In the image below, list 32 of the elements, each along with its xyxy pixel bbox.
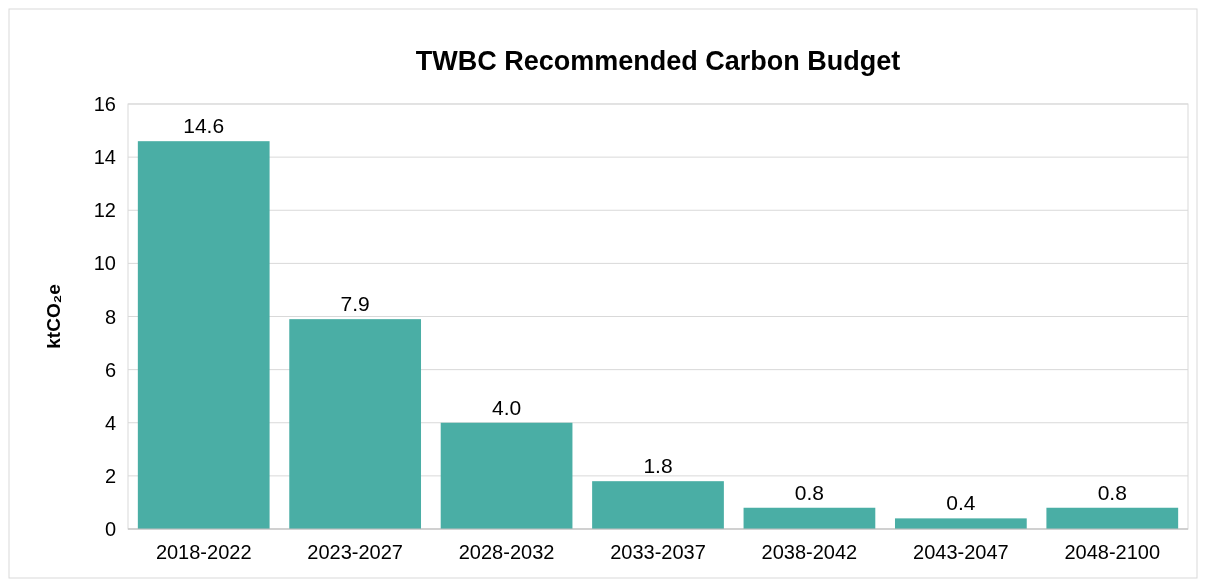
bar (894, 518, 1027, 529)
bar (289, 319, 422, 529)
y-tick-label: 12 (93, 199, 116, 222)
bar (592, 481, 724, 529)
data-label: 0.8 (794, 480, 825, 504)
y-tick-label: 16 (93, 93, 116, 115)
data-label: 1.8 (643, 454, 673, 478)
x-tick-label: 2033-2037 (610, 541, 706, 563)
bar (440, 422, 573, 529)
y-tick-label: 0 (104, 518, 116, 540)
y-tick-label: 4 (104, 411, 116, 434)
y-tick-label: 8 (104, 305, 116, 328)
x-tick-label: 2048-2100 (1064, 541, 1161, 563)
chart-title: TWBC Recommended Carbon Budget (415, 46, 901, 76)
x-tick-label: 2043-2047 (913, 541, 1009, 563)
x-tick-label: 2023-2027 (307, 541, 403, 563)
bar (743, 507, 876, 529)
bar (1046, 507, 1179, 529)
data-label: 0.4 (946, 491, 976, 515)
data-label: 14.6 (183, 114, 225, 138)
x-tick-label: 2028-2032 (458, 541, 555, 563)
y-tick-label: 14 (93, 146, 116, 169)
y-axis-title: ktCO₂e (43, 284, 64, 349)
data-label: 4.0 (491, 395, 522, 419)
y-tick-label: 10 (93, 252, 116, 275)
bar (137, 141, 270, 529)
y-tick-label: 2 (104, 464, 116, 487)
data-label: 7.9 (340, 292, 370, 316)
x-tick-label: 2018-2022 (155, 541, 252, 563)
data-label: 0.8 (1097, 480, 1127, 504)
y-tick-label: 6 (104, 358, 116, 381)
x-tick-label: 2038-2042 (761, 541, 858, 563)
